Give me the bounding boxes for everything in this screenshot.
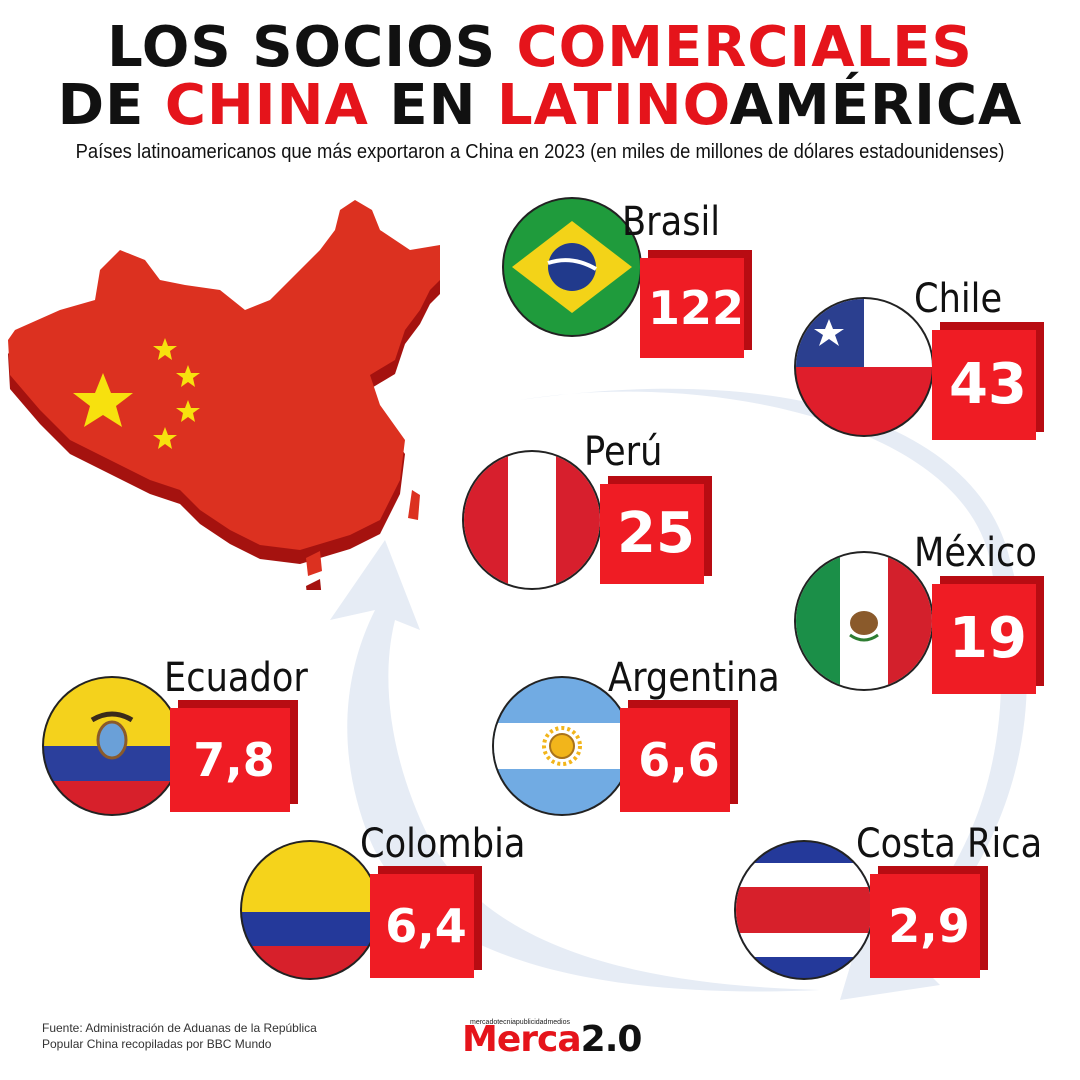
title-red-1: COMERCIALES (516, 15, 973, 80)
value-box-ecuador: 7,8 (170, 700, 300, 814)
value-box-brasil: 122 (640, 250, 754, 360)
value-box-face (640, 258, 744, 358)
country-name-peru: Perú (584, 429, 663, 475)
peru-flag-icon (462, 450, 602, 590)
source-line-1: Fuente: Administración de Aduanas de la … (42, 1021, 317, 1035)
country-name-costa-rica: Costa Rica (856, 821, 1043, 867)
value-label-costa-rica: 2,9 (888, 899, 970, 953)
country-name-ecuador: Ecuador (164, 655, 308, 701)
title-red-2: CHINA (164, 73, 369, 138)
value-box-costa-rica: 2,9 (870, 866, 990, 980)
value-box-face (600, 484, 704, 584)
title-red-3: LATINO (496, 73, 730, 138)
value-box-mexico: 19 (932, 576, 1046, 696)
value-label-brasil: 122 (647, 281, 745, 335)
title-black-1: LOS SOCIOS (107, 15, 517, 80)
value-label-ecuador: 7,8 (193, 733, 275, 787)
logo-brand-black: 2.0 (580, 1019, 643, 1060)
value-box-face (620, 708, 730, 812)
value-label-mexico: 19 (949, 606, 1027, 671)
country-name-mexico: México (914, 530, 1037, 576)
value-box-peru: 25 (600, 476, 714, 586)
value-box-face (932, 584, 1036, 694)
brazil-flag-icon (502, 197, 642, 337)
value-box-argentina: 6,6 (620, 700, 740, 814)
value-box-face (170, 708, 290, 812)
value-box-face (870, 874, 980, 978)
country-name-brasil: Brasil (622, 199, 721, 245)
argentina-flag-icon (492, 676, 632, 816)
chile-flag-icon (794, 297, 934, 437)
value-label-chile: 43 (949, 352, 1027, 417)
title-line-2: DE CHINA EN LATINOAMÉRICA (0, 76, 1080, 136)
colombia-flag-icon (240, 840, 380, 980)
value-box-face (370, 874, 474, 978)
logo-tagline: mercadotecniapublicidadmedios (470, 1019, 571, 1026)
country-name-colombia: Colombia (360, 821, 526, 867)
value-label-argentina: 6,6 (638, 733, 720, 787)
merca-logo: Merca2.0 (462, 1019, 643, 1060)
costa-rica-flag-icon (734, 840, 874, 980)
title-black-2: DE (57, 73, 165, 138)
value-box-chile: 43 (932, 322, 1046, 442)
title-line-1: LOS SOCIOS COMERCIALES (0, 18, 1080, 78)
value-box-colombia: 6,4 (370, 866, 484, 980)
title-black-4: AMÉRICA (729, 73, 1023, 138)
mexico-flag-icon (794, 551, 934, 691)
value-label-peru: 25 (617, 501, 695, 566)
source-line-2: Popular China recopiladas por BBC Mundo (42, 1037, 272, 1051)
subtitle: Países latinoamericanos que más exportar… (75, 141, 1005, 163)
logo-brand-red: Merca (462, 1019, 582, 1060)
ecuador-flag-icon (42, 676, 182, 816)
value-label-colombia: 6,4 (385, 899, 467, 953)
country-name-chile: Chile (914, 276, 1003, 322)
title-black-3: EN (368, 73, 497, 138)
country-name-argentina: Argentina (608, 655, 780, 701)
source-note: Fuente: Administración de Aduanas de la … (42, 1020, 362, 1052)
china-map-icon (8, 200, 440, 590)
value-box-face (932, 330, 1036, 440)
